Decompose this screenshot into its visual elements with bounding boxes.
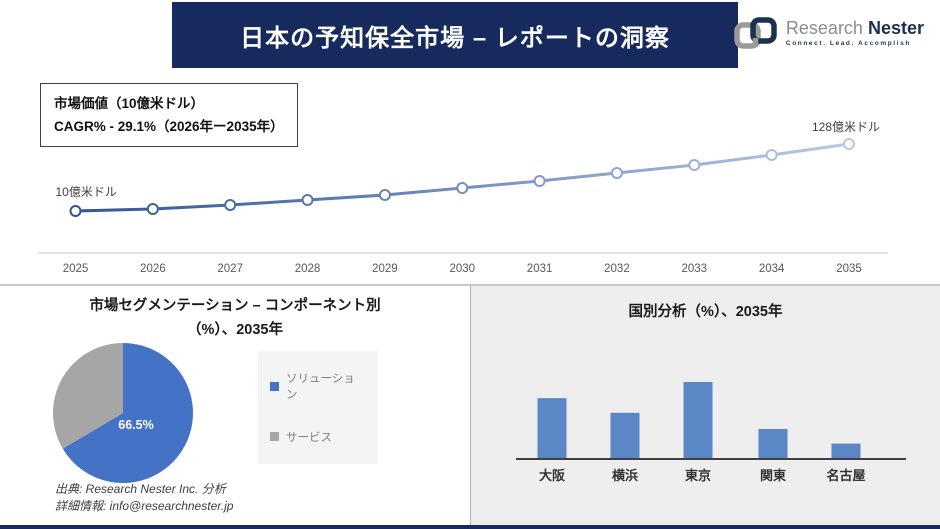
bar-4 <box>831 443 861 459</box>
data-point-marker <box>224 199 237 211</box>
brand-name-research: Research <box>785 18 863 38</box>
legend-item: ソリューション <box>270 370 366 402</box>
section-divider <box>0 284 940 286</box>
x-axis-tick-label: 2026 <box>140 263 166 275</box>
pie-section-title-line1: 市場セグメンテーション – コンポーネント別 <box>89 298 381 314</box>
x-axis-tick-label: 2031 <box>527 263 553 275</box>
data-point-marker <box>688 159 701 171</box>
data-point-marker <box>765 149 778 161</box>
x-axis-tick-label: 2025 <box>63 263 89 275</box>
cagr-label: CAGR% - 29.1%（2026年ー2035年） <box>54 119 284 134</box>
bar-section-title: 国別分析（%）、2035年 <box>628 304 783 320</box>
bar-3 <box>758 428 788 459</box>
x-axis-tick-label: 2028 <box>295 263 321 275</box>
brand-tagline: Connect. Lead. Accomplish <box>785 40 911 47</box>
revenue-line-chart: 2025 2026 2027 2028 2029 2030 2031 2032 2033 2034… <box>38 120 888 275</box>
brand-name: Research Nester <box>786 19 924 37</box>
bar-category-label: 大阪 <box>539 468 566 483</box>
bar-category-label: 横浜 <box>612 468 638 483</box>
x-axis-tick-label: 2029 <box>372 263 398 275</box>
legend-label: サービス <box>286 431 332 444</box>
market-info-box: 市場価値（10億米ドル） CAGR% - 29.1%（2026年ー2035年） <box>40 83 298 147</box>
bottom-accent-bar <box>0 525 940 529</box>
segmentation-pie-chart: 66.5% <box>53 343 193 483</box>
pie-section-title-line2: （%）、2035年 <box>187 322 283 338</box>
x-axis-tick-label: 2033 <box>682 263 708 275</box>
legend-swatch <box>270 381 279 391</box>
data-point-marker <box>533 175 546 187</box>
bar-2 <box>683 382 713 459</box>
title-bar: 日本の予知保全市場 – レポートの洞察 <box>172 2 738 68</box>
contact-note: 詳細情報: info@researchnester.jp <box>55 499 234 513</box>
brand-text: Research Nester Connect. Lead. Accomplis… <box>786 19 924 47</box>
x-axis-tick-label: 2027 <box>217 263 243 275</box>
legend-label: ソリューション <box>286 373 355 402</box>
pie-slice-solution <box>62 343 193 483</box>
footer-notes: 出典: Research Nester Inc. 分析 詳細情報: info@r… <box>55 481 233 515</box>
x-axis-tick-label: 2030 <box>449 263 475 275</box>
x-axis-tick-label: 2034 <box>759 263 785 275</box>
pie-section-title: 市場セグメンテーション – コンポーネント別 （%）、2035年 <box>0 294 470 342</box>
x-axis-tick-label: 2035 <box>836 263 862 275</box>
trend-line <box>75 142 850 213</box>
bar-category-label: 名古屋 <box>826 468 865 483</box>
source-note: 出典: Research Nester Inc. 分析 <box>55 482 226 496</box>
country-bar-chart: 大阪 横浜 東京 関東 名古屋 <box>516 382 906 483</box>
legend-item: サービス <box>270 429 366 445</box>
brand-logo: Research Nester Connect. Lead. Accomplis… <box>733 16 924 50</box>
data-point-marker <box>456 182 469 194</box>
data-point-marker <box>301 194 314 206</box>
data-point-marker <box>378 189 391 201</box>
bar-category-label: 関東 <box>760 468 786 483</box>
pie-legend: ソリューションサービス <box>258 351 378 464</box>
data-point-marker <box>146 203 159 215</box>
pie-slice-service <box>53 343 123 449</box>
bar-1 <box>610 412 640 459</box>
last-value-annotation: 128億米ドル <box>812 120 880 134</box>
data-point-marker <box>69 205 82 217</box>
first-value-annotation: 10億米ドル <box>56 185 117 199</box>
brand-name-nester: Nester <box>867 18 924 38</box>
market-value-label: 市場価値（10億米ドル） <box>54 96 205 111</box>
bar-category-label: 東京 <box>685 468 711 483</box>
legend-swatch <box>270 432 279 442</box>
data-point-marker <box>843 138 855 150</box>
chain-link-icon <box>734 17 777 49</box>
data-point-marker <box>610 167 623 179</box>
pie-percent-label: 66.5% <box>118 418 153 432</box>
x-axis-tick-label: 2032 <box>604 263 630 275</box>
bar-0 <box>537 398 567 459</box>
page-title: 日本の予知保全市場 – レポートの洞察 <box>240 24 670 52</box>
country-analysis-panel: 国別分析（%）、2035年 大阪 横浜 東京 関東 名古屋 <box>470 286 940 529</box>
